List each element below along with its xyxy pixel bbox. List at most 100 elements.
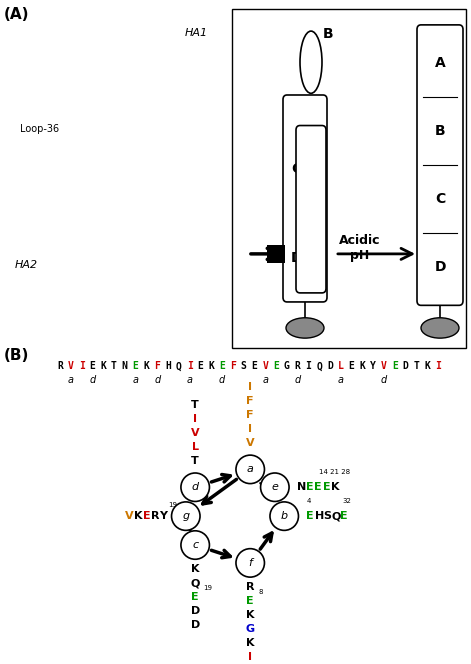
Text: K: K (191, 564, 199, 574)
Text: N: N (297, 482, 306, 492)
Text: R: R (57, 361, 63, 371)
Text: Loop-36: Loop-36 (20, 124, 59, 134)
FancyBboxPatch shape (296, 125, 326, 293)
Text: E: E (246, 596, 254, 606)
Text: H: H (315, 511, 324, 521)
Bar (232, 9, 466, 349)
Text: C: C (291, 162, 301, 176)
Text: I: I (306, 361, 311, 371)
Text: R: R (246, 582, 254, 592)
Text: D: D (191, 620, 200, 630)
Text: K: K (134, 511, 142, 521)
Text: d: d (294, 375, 300, 385)
Text: K: K (144, 361, 149, 371)
Text: C: C (435, 192, 445, 206)
Text: K: K (246, 638, 254, 648)
Text: V: V (191, 428, 200, 438)
Text: a: a (187, 375, 193, 385)
Text: V: V (381, 361, 387, 371)
Text: 14 21 28: 14 21 28 (319, 469, 350, 475)
Text: 19: 19 (169, 502, 178, 508)
Text: E: E (307, 511, 314, 521)
Text: a: a (262, 375, 268, 385)
Text: F: F (230, 361, 236, 371)
Text: H: H (165, 361, 171, 371)
Text: F: F (246, 396, 254, 406)
Text: I: I (187, 361, 193, 371)
Circle shape (181, 531, 210, 559)
Text: B: B (435, 124, 445, 138)
Text: 32: 32 (342, 498, 351, 504)
Text: I: I (248, 382, 252, 392)
Circle shape (181, 473, 210, 501)
Text: d: d (154, 375, 160, 385)
Text: E: E (273, 361, 279, 371)
Text: T: T (191, 456, 199, 466)
Ellipse shape (300, 31, 322, 94)
Text: A: A (306, 210, 317, 224)
Text: S: S (324, 511, 332, 521)
Text: L: L (338, 361, 344, 371)
Text: V: V (68, 361, 74, 371)
Text: d: d (192, 482, 199, 492)
Text: K: K (100, 361, 106, 371)
Text: E: E (323, 482, 330, 492)
Text: F: F (154, 361, 160, 371)
Ellipse shape (421, 318, 459, 338)
Text: I: I (435, 361, 441, 371)
Text: K: K (208, 361, 214, 371)
Text: V: V (246, 438, 254, 448)
Ellipse shape (286, 318, 324, 338)
Text: e: e (271, 482, 278, 492)
Text: V: V (125, 511, 134, 521)
Circle shape (270, 502, 299, 531)
Text: G: G (246, 624, 255, 634)
Text: a: a (247, 464, 254, 474)
Text: a: a (133, 375, 138, 385)
Text: A: A (435, 56, 446, 70)
Text: D: D (191, 606, 200, 616)
Text: a: a (68, 375, 74, 385)
Text: E: E (197, 361, 203, 371)
Text: F: F (246, 410, 254, 420)
Circle shape (260, 473, 289, 501)
Text: I: I (248, 424, 252, 434)
Text: R: R (295, 361, 300, 371)
Text: E: E (89, 361, 95, 371)
Text: E: E (392, 361, 398, 371)
Text: d: d (219, 375, 225, 385)
Text: E: E (219, 361, 225, 371)
Text: I: I (193, 414, 197, 424)
Text: HA1: HA1 (185, 29, 208, 39)
Text: Acidic
pH: Acidic pH (339, 234, 381, 262)
Text: T: T (111, 361, 117, 371)
Text: b: b (281, 511, 288, 521)
Text: T: T (191, 400, 199, 410)
Text: E: E (191, 592, 199, 602)
Text: S: S (241, 361, 246, 371)
Text: N: N (122, 361, 128, 371)
Text: E: E (341, 511, 348, 521)
Text: f: f (248, 558, 252, 568)
Text: L: L (192, 442, 199, 452)
Text: K: K (331, 482, 340, 492)
Text: D: D (403, 361, 408, 371)
Text: E: E (133, 361, 138, 371)
Text: a: a (338, 375, 344, 385)
Text: K: K (424, 361, 430, 371)
Circle shape (236, 548, 264, 577)
Text: 8: 8 (258, 589, 263, 595)
Text: 19: 19 (203, 585, 212, 591)
Text: Y: Y (160, 511, 168, 521)
Text: Q: Q (190, 578, 200, 588)
Text: d: d (89, 375, 96, 385)
FancyBboxPatch shape (417, 25, 463, 305)
FancyBboxPatch shape (283, 95, 327, 302)
Text: Q: Q (316, 361, 322, 371)
Circle shape (236, 455, 264, 483)
Circle shape (171, 502, 200, 531)
Text: c: c (192, 540, 198, 550)
Text: R: R (151, 511, 159, 521)
Text: D: D (291, 251, 302, 265)
Text: K: K (246, 610, 254, 620)
